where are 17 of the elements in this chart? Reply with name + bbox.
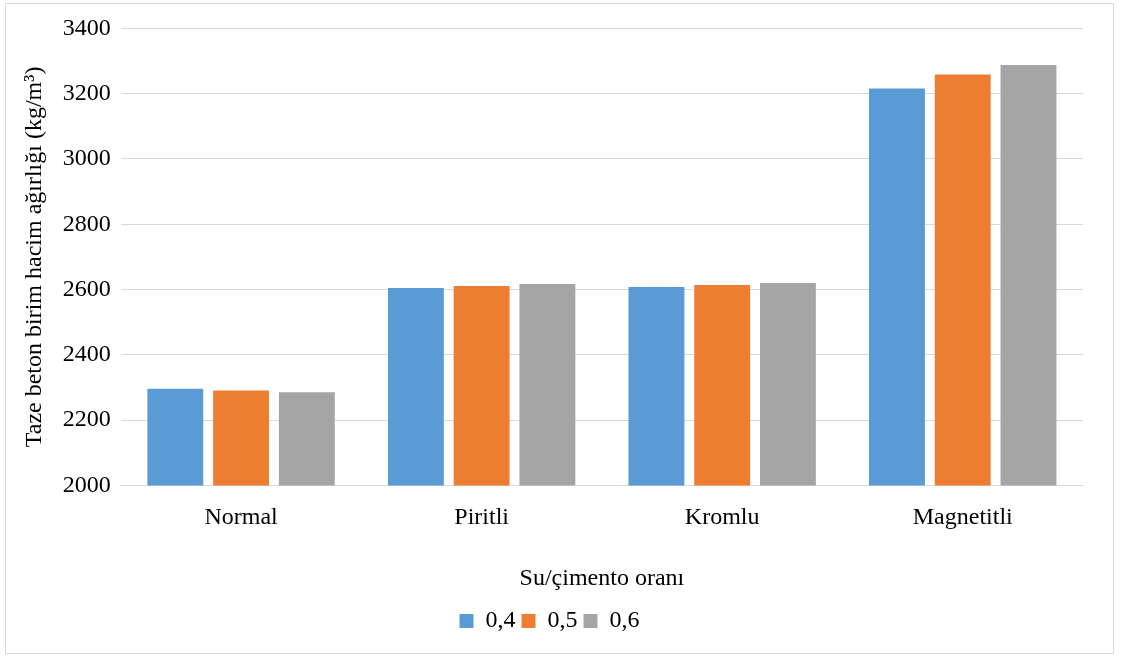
legend-label: 0,4 <box>485 606 516 633</box>
y-tick-label: 2200 <box>62 405 111 432</box>
legend-label: 0,6 <box>609 606 640 633</box>
y-tick-label: 3200 <box>62 78 111 105</box>
legend-label: 0,5 <box>547 606 578 633</box>
y-axis-title: Taze beton birim hacim ağırlığı (kg/m³) <box>19 66 46 448</box>
x-axis-title: Su/çimento oranı <box>519 563 685 590</box>
y-tick-label: 2000 <box>62 470 111 497</box>
y-tick-label: 2600 <box>62 274 111 301</box>
x-tick-label: Normal <box>204 503 279 530</box>
x-tick-label: Kromlu <box>684 503 760 530</box>
y-tick-label: 2400 <box>62 340 111 367</box>
y-tick-label: 2800 <box>62 209 111 236</box>
x-tick-label: Magnetitli <box>912 503 1014 530</box>
y-tick-label: 3000 <box>62 144 111 171</box>
y-tick-label: 3400 <box>62 13 111 40</box>
x-tick-label: Piritli <box>454 503 510 530</box>
